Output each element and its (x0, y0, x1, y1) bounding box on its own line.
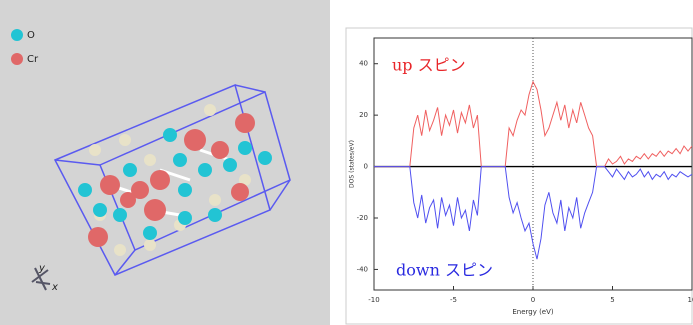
axis-y-label: y (38, 263, 46, 274)
y-tick-label: 40 (359, 60, 368, 68)
annotation: down スピン (396, 261, 493, 280)
x-tick-label: -10 (368, 296, 379, 304)
annotation: up スピン (392, 56, 466, 75)
y-tick-label: 20 (359, 111, 368, 119)
x-tick-label: -5 (450, 296, 457, 304)
y-tick-label: 0 (364, 163, 368, 171)
x-tick-label: 10 (688, 296, 693, 304)
page: y x O Cr -40 -20 0 20 40 -10 -5 0 5 10 up スピン down スピ… (0, 0, 693, 325)
legend-label: Cr (27, 54, 39, 65)
y-tick-label: -40 (357, 265, 368, 273)
legend-label: O (27, 30, 35, 41)
y-axis-label: DOS (states/eV) (349, 140, 356, 188)
x-tick-label: 5 (610, 296, 614, 304)
y-tick-label: -20 (357, 214, 368, 222)
x-axis-label: Energy (eV) (512, 308, 554, 316)
axis-x-label: x (51, 282, 58, 293)
legend-swatch (11, 29, 23, 41)
legend-swatch (11, 53, 23, 65)
x-tick-label: 0 (531, 296, 535, 304)
screen: y x O Cr -40 -20 0 20 40 -10 -5 0 5 10 up スピン down スピ… (0, 0, 693, 325)
viewer-bg (0, 0, 330, 325)
